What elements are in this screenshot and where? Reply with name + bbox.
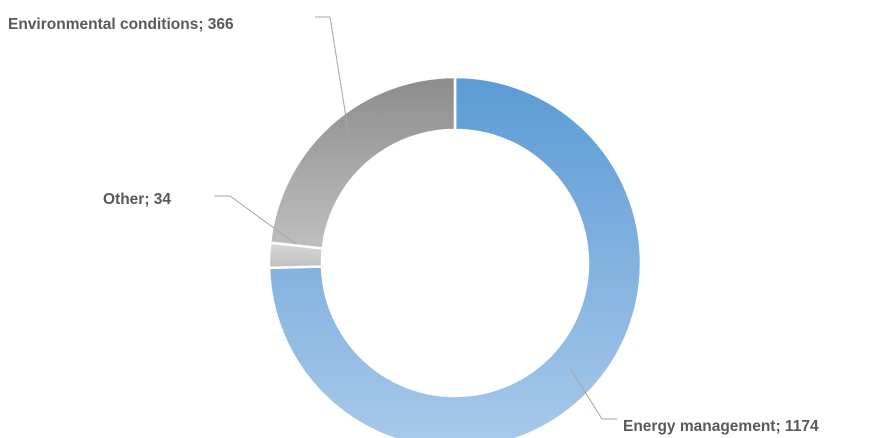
leader-lines <box>214 16 617 420</box>
data-label-energy-management: Energy management; 1174 <box>623 418 819 435</box>
slice-labels: Energy management; 1174 Other; 34 Environm… <box>8 16 819 435</box>
leader-line-other <box>214 195 297 245</box>
slice-environmental-conditions <box>268 75 457 250</box>
donut-slices <box>267 75 643 438</box>
leader-line-energy-management <box>569 367 617 420</box>
leader-line-environmental-conditions <box>315 16 350 137</box>
data-label-environmental-conditions: Environmental conditions; 366 <box>8 16 234 33</box>
data-label-other: Other; 34 <box>103 191 171 208</box>
slice-energy-management <box>267 75 643 438</box>
